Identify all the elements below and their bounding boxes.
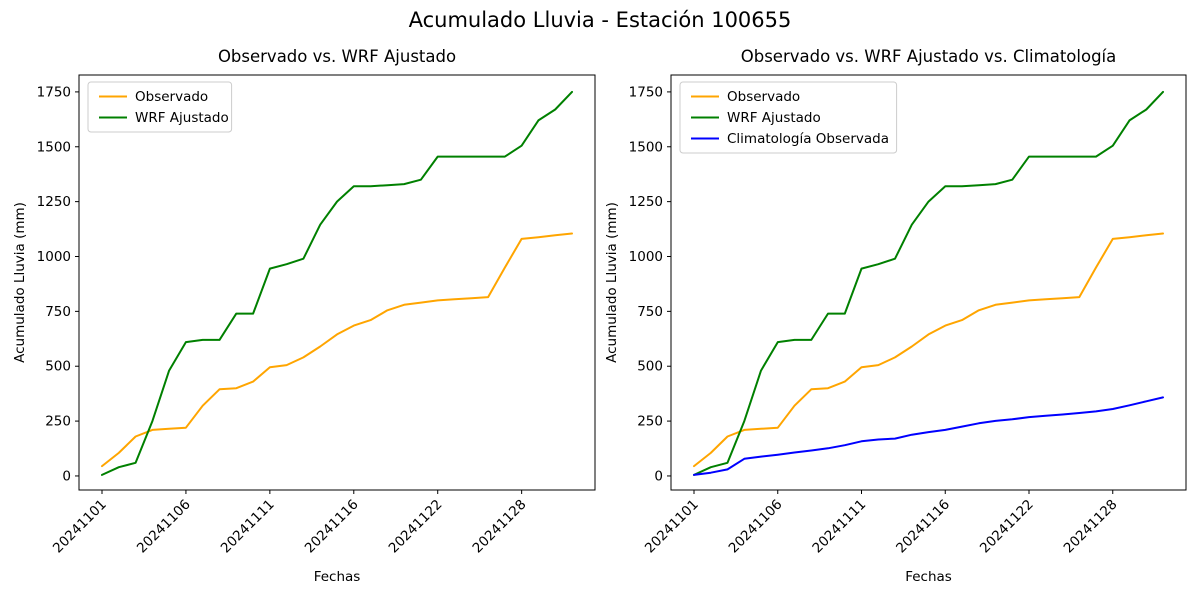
x-axis-label: Fechas xyxy=(314,569,361,585)
x-tick-label: 20241116 xyxy=(893,497,953,557)
figure-title: Acumulado Lluvia - Estación 100655 xyxy=(408,8,792,32)
x-tick-label: 20241116 xyxy=(302,497,362,557)
y-tick-label: 1750 xyxy=(629,84,663,100)
y-axis-label: Acumulado Lluvia (mm) xyxy=(604,202,620,363)
y-tick-label: 750 xyxy=(45,304,71,320)
series-line-wrf-ajustado xyxy=(101,90,573,476)
y-tick-label: 500 xyxy=(45,359,71,375)
y-tick-label: 750 xyxy=(637,304,663,320)
left-chart: 0 250 500 750 1000 1250 1500 1750 20241101 202411… xyxy=(12,47,596,585)
series-line-observado xyxy=(693,232,1164,468)
y-tick-label: 1250 xyxy=(629,194,663,210)
y-tick-label: 1500 xyxy=(37,139,71,155)
y-tick-label: 1250 xyxy=(37,194,71,210)
chart-title: Observado vs. WRF Ajustado xyxy=(218,47,456,66)
axes-frame xyxy=(670,74,1187,491)
x-tick-label: 20241111 xyxy=(809,497,869,557)
y-tick-label: 500 xyxy=(637,359,663,375)
x-tick-label: 20241101 xyxy=(50,497,110,557)
x-tick-label: 20241122 xyxy=(386,497,446,557)
chart-title: Observado vs. WRF Ajustado vs. Climatolo… xyxy=(741,47,1117,66)
y-tick-label: 250 xyxy=(637,414,663,430)
x-tick-label: 20241128 xyxy=(470,497,530,557)
legend-label: Observado xyxy=(727,89,800,105)
legend-box xyxy=(679,81,898,154)
x-tick-label: 20241106 xyxy=(726,497,786,557)
y-tick-label: 250 xyxy=(45,414,71,430)
legend-label: Observado xyxy=(135,89,208,105)
y-tick-label: 1500 xyxy=(629,139,663,155)
x-tick-label: 20241106 xyxy=(134,497,194,557)
y-tick-label: 1000 xyxy=(37,249,71,265)
series-line-climatolog-a-observada xyxy=(693,396,1164,476)
series-line-wrf-ajustado xyxy=(693,90,1164,476)
x-tick-label: 20241111 xyxy=(218,497,278,557)
legend-label: Climatología Observada xyxy=(727,131,889,147)
right-chart: 0 250 500 750 1000 1250 1500 1750 20241101 202411… xyxy=(604,47,1187,585)
y-tick-label: 0 xyxy=(654,468,663,484)
x-tick-label: 20241128 xyxy=(1061,497,1121,557)
axes-frame xyxy=(78,74,596,491)
legend-label: WRF Ajustado xyxy=(135,110,229,126)
y-tick-label: 0 xyxy=(62,468,71,484)
legend-label: WRF Ajustado xyxy=(727,110,821,126)
y-axis-label: Acumulado Lluvia (mm) xyxy=(12,202,28,363)
series-line-observado xyxy=(101,232,573,468)
x-tick-label: 20241101 xyxy=(642,497,702,557)
y-tick-label: 1750 xyxy=(37,84,71,100)
y-tick-label: 1000 xyxy=(629,249,663,265)
x-axis-label: Fechas xyxy=(905,569,952,585)
legend-box xyxy=(87,81,233,133)
x-tick-label: 20241122 xyxy=(977,497,1037,557)
